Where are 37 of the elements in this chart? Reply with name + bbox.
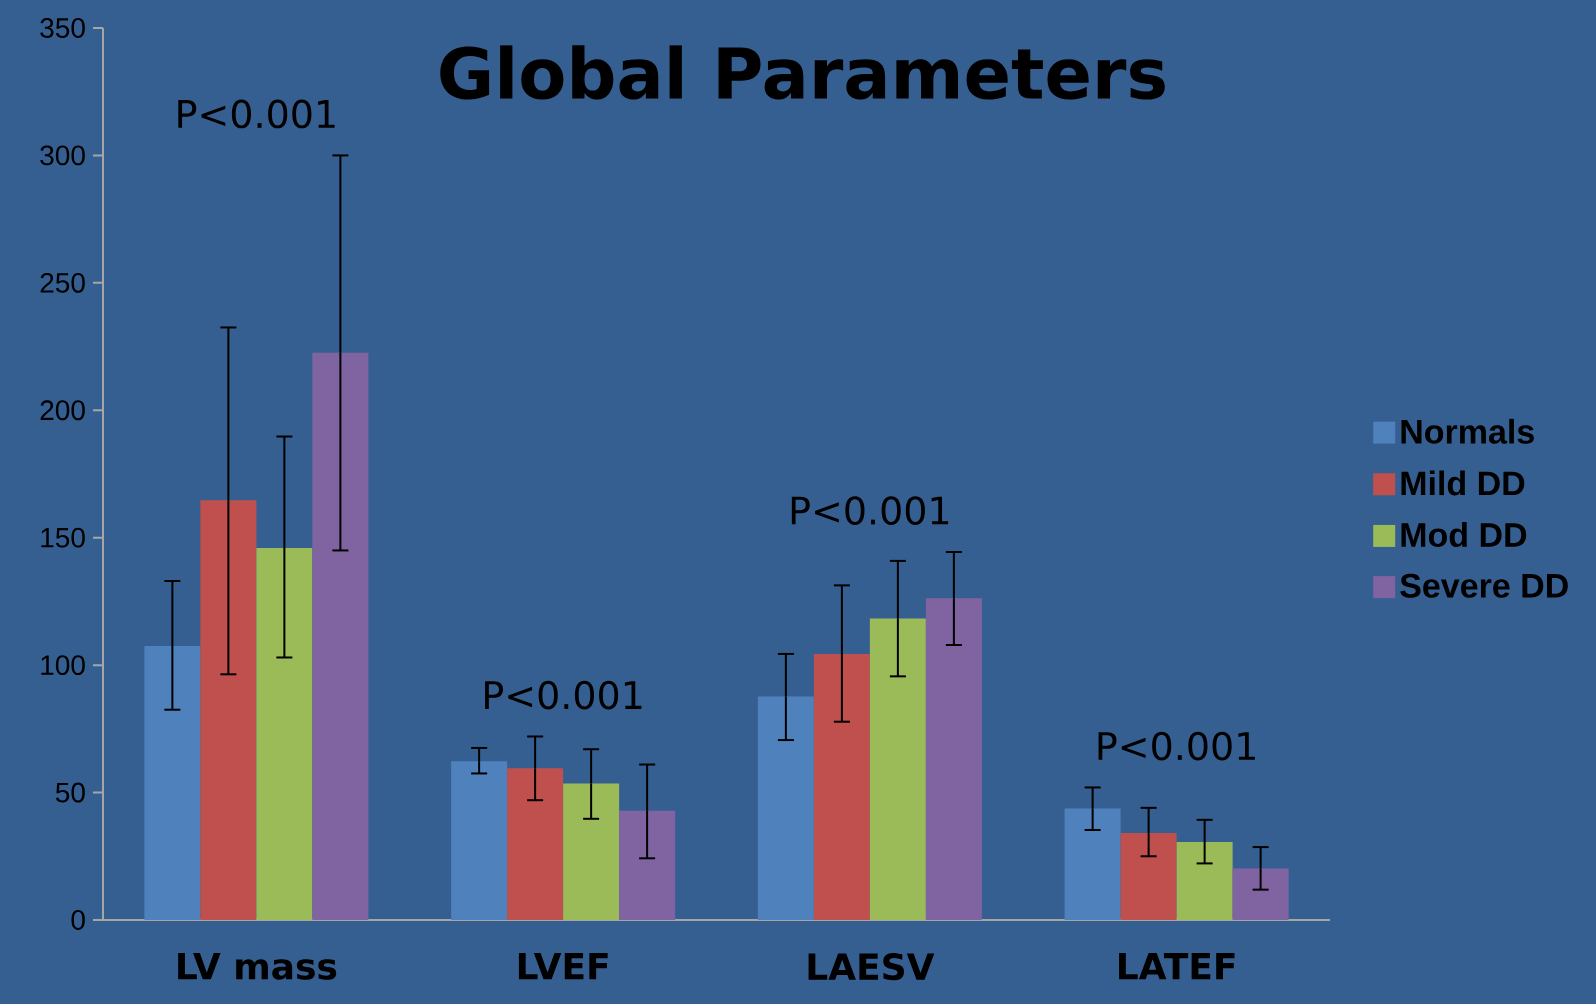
x-tick-label: LATEF xyxy=(1119,953,1235,980)
bar xyxy=(507,768,564,920)
bar xyxy=(619,810,676,920)
bar xyxy=(925,598,982,920)
bar xyxy=(451,761,508,920)
legend-label: Normals xyxy=(1401,418,1534,444)
y-tick-label: 150 xyxy=(41,527,85,548)
y-tick-label: 300 xyxy=(40,145,85,166)
bar xyxy=(1232,868,1289,920)
y-tick-label: 200 xyxy=(40,400,85,421)
y-tick-label: 350 xyxy=(40,18,85,38)
y-tick-label: 50 xyxy=(55,782,85,803)
bar xyxy=(312,352,369,920)
y-tick-label: 100 xyxy=(41,655,85,676)
bar xyxy=(757,696,814,920)
bar xyxy=(1120,833,1177,920)
bar xyxy=(563,783,620,920)
legend-label: Mild DD xyxy=(1401,470,1525,496)
bar xyxy=(200,500,257,920)
bar xyxy=(1064,808,1121,920)
annotation: P<0.001 xyxy=(1098,731,1255,761)
x-tick-label: LAESV xyxy=(808,953,935,981)
legend-label: Severe DD xyxy=(1400,573,1568,598)
annotation: P<0.001 xyxy=(178,99,335,129)
y-tick-label: 250 xyxy=(40,272,85,293)
bar xyxy=(869,618,926,920)
bar xyxy=(1176,842,1233,920)
x-tick-label: LVEF xyxy=(518,953,608,980)
bar xyxy=(144,646,201,920)
annotation: P<0.001 xyxy=(791,496,949,525)
y-tick-label: 0 xyxy=(71,910,85,930)
legend-label: Mod DD xyxy=(1401,522,1527,548)
chart-title: Global Parameters xyxy=(440,45,1165,100)
annotation: P<0.001 xyxy=(485,680,642,710)
bar xyxy=(256,547,313,920)
x-tick-label: LV mass xyxy=(178,953,337,980)
bar xyxy=(813,653,870,920)
